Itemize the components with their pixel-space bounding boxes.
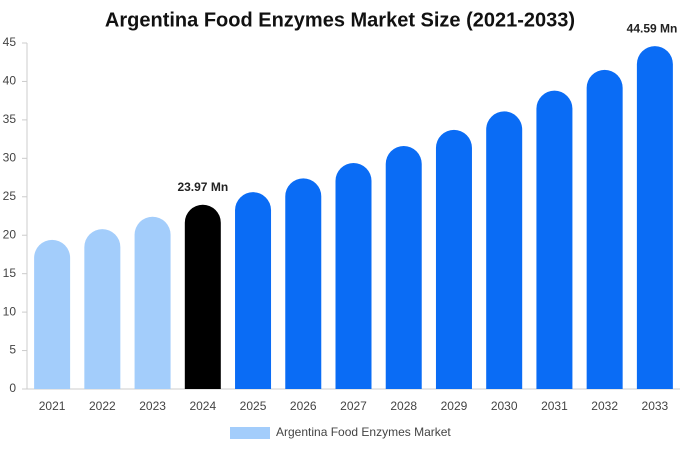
x-tick-label: 2032 <box>591 399 618 413</box>
bar <box>435 129 472 389</box>
bar <box>184 204 221 389</box>
data-label: 44.59 Mn <box>627 21 678 35</box>
x-tick-label: 2026 <box>290 399 317 413</box>
chart-title: Argentina Food Enzymes Market Size (2021… <box>105 9 575 31</box>
x-tick-label: 2028 <box>390 399 417 413</box>
y-tick-label: 35 <box>3 112 17 126</box>
y-tick-label: 30 <box>3 151 17 165</box>
data-label: 23.97 Mn <box>177 180 228 194</box>
legend-swatch <box>230 427 270 439</box>
y-tick-label: 15 <box>3 266 17 280</box>
x-tick-label: 2029 <box>441 399 468 413</box>
bar <box>134 216 171 389</box>
y-tick-label: 10 <box>3 304 17 318</box>
bar <box>636 46 673 390</box>
y-tick-label: 25 <box>3 189 17 203</box>
x-tick-label: 2025 <box>240 399 267 413</box>
bar <box>235 192 272 389</box>
y-tick-label: 5 <box>9 343 16 357</box>
x-tick-label: 2024 <box>189 399 216 413</box>
bar <box>586 69 623 390</box>
bar <box>536 90 573 389</box>
y-tick-label: 45 <box>3 35 17 49</box>
x-tick-label: 2021 <box>39 399 66 413</box>
bar <box>385 146 422 389</box>
x-tick-label: 2030 <box>491 399 518 413</box>
bar <box>34 239 71 389</box>
x-tick-label: 2023 <box>139 399 166 413</box>
bar <box>84 229 121 389</box>
x-tick-label: 2031 <box>541 399 568 413</box>
bar <box>335 162 372 389</box>
x-tick-label: 2022 <box>89 399 116 413</box>
y-tick-label: 0 <box>9 381 16 395</box>
bar <box>486 111 523 390</box>
y-tick-label: 20 <box>3 227 17 241</box>
legend-label: Argentina Food Enzymes Market <box>276 425 451 439</box>
x-tick-label: 2033 <box>642 399 669 413</box>
y-tick-label: 40 <box>3 74 17 88</box>
x-tick-label: 2027 <box>340 399 367 413</box>
bar <box>285 178 322 389</box>
